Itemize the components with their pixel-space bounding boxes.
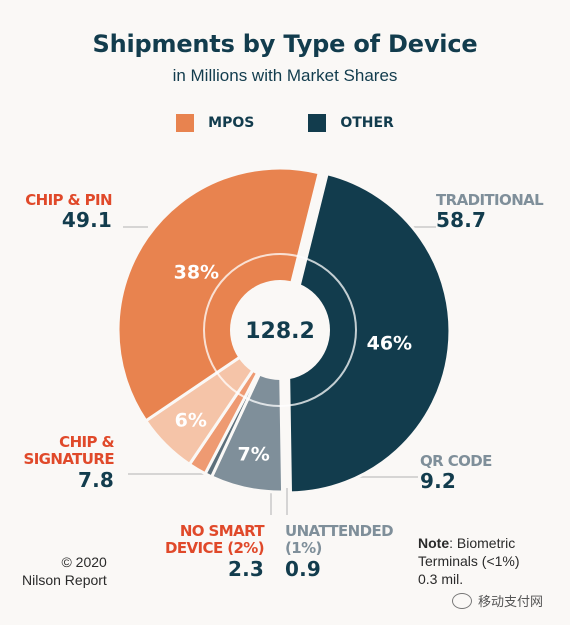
- label-traditional-name: TRADITIONAL: [436, 191, 544, 209]
- legend-item-mpos: MPOS: [176, 114, 254, 132]
- pct-label-traditional: 46%: [367, 333, 412, 355]
- pct-label-chip-pin: 38%: [174, 262, 219, 284]
- label-chip-signature-value: 7.8: [77, 467, 114, 492]
- legend-label-other: OTHER: [340, 115, 394, 131]
- chart-subtitle: in Millions with Market Shares: [172, 66, 398, 85]
- label-unattended-value: 0.9: [285, 556, 322, 581]
- center-hole: [230, 280, 330, 380]
- pie-slice-traditional: [286, 171, 452, 495]
- note-line-2: Terminals (<1%): [418, 553, 520, 570]
- copyright-line-1: © 2020: [61, 554, 107, 570]
- legend-item-other: OTHER: [308, 114, 394, 132]
- label-chip-signature: CHIP & SIGNATURE 7.8: [23, 433, 114, 492]
- label-chip-pin: CHIP & PIN 49.1: [25, 191, 112, 233]
- center-group: 128.2: [203, 253, 357, 407]
- label-qr-code: QR CODE 9.2: [420, 452, 492, 494]
- wechat-icon: [452, 592, 472, 609]
- chart-title: Shipments by Type of Device: [92, 30, 478, 58]
- label-chip-signature-name-2: SIGNATURE: [23, 450, 114, 469]
- label-chip-pin-value: 49.1: [61, 208, 112, 233]
- pct-label-chip-signature: 6%: [175, 409, 207, 431]
- label-no-smart-name-2: DEVICE (2%): [165, 539, 265, 558]
- copyright: © 2020 Nilson Report: [22, 553, 107, 589]
- pct-label-qr-code: 7%: [238, 444, 270, 466]
- label-no-smart-name-1: NO SMART: [179, 522, 265, 540]
- note-line-1: : Biometric: [449, 535, 516, 551]
- legend-swatch-other: [308, 114, 327, 132]
- inner-ring: [203, 253, 357, 407]
- percent-labels: 46% 7% 6% 38%: [174, 262, 412, 466]
- label-chip-pin-name: CHIP & PIN: [25, 191, 112, 209]
- label-qr-code-name: QR CODE: [420, 452, 492, 470]
- label-traditional: TRADITIONAL 58.7: [436, 191, 544, 233]
- label-unattended-name-2: (1%): [285, 539, 322, 558]
- legend-swatch-mpos: [176, 114, 195, 132]
- label-traditional-value: 58.7: [436, 208, 487, 233]
- note-line-3: 0.3 mil.: [418, 571, 464, 588]
- note-bold: Note: [418, 535, 450, 551]
- note: Note: Biometric Terminals (<1%) 0.3 mil.: [418, 534, 520, 589]
- pie-slice-chip-pin: [116, 166, 322, 423]
- label-chip-signature-name-1: CHIP &: [59, 433, 114, 451]
- label-no-smart-device: NO SMART DEVICE (2%) 2.3: [165, 522, 265, 581]
- copyright-line-2: Nilson Report: [22, 572, 107, 589]
- label-no-smart-value: 2.3: [227, 556, 264, 581]
- watermark: 移动支付网: [452, 591, 543, 610]
- legend-label-mpos: MPOS: [208, 115, 255, 131]
- center-total: 128.2: [245, 319, 315, 344]
- label-qr-code-value: 9.2: [420, 469, 457, 494]
- legend: MPOS OTHER: [0, 114, 570, 132]
- label-unattended-name-1: UNATTENDED: [285, 522, 394, 540]
- watermark-text: 移动支付网: [478, 594, 544, 609]
- label-unattended: UNATTENDED (1%) 0.9: [285, 522, 394, 581]
